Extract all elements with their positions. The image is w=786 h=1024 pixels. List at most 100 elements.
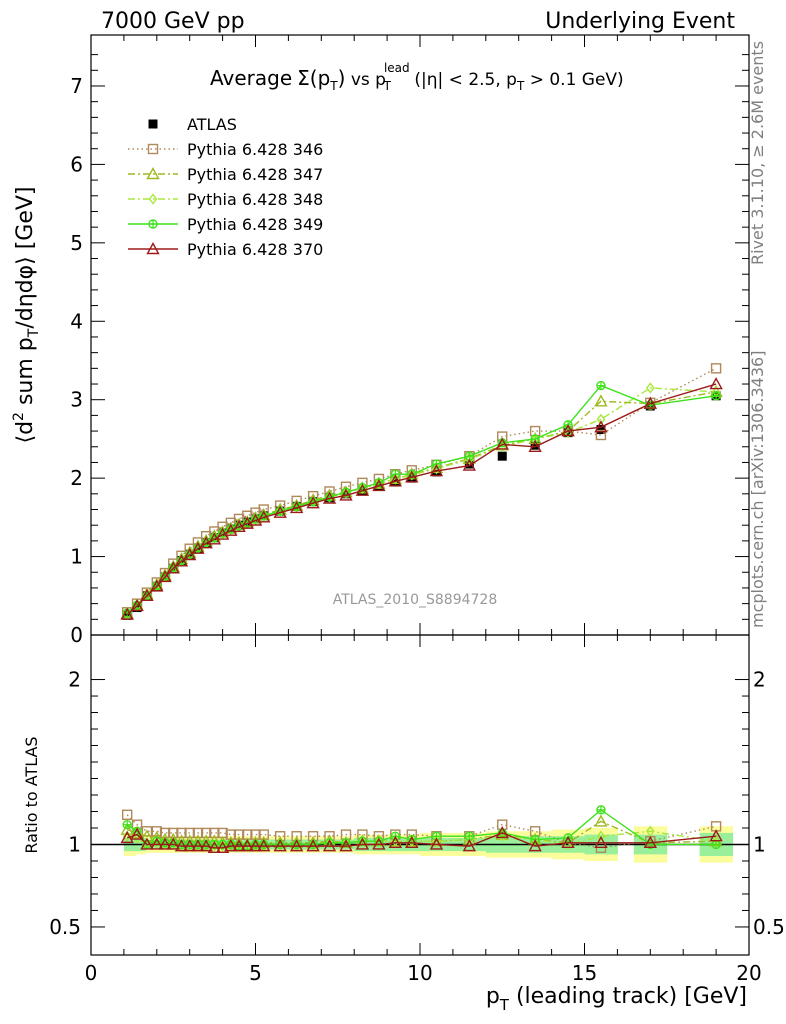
series-pythia-6-428-370-point (306, 496, 320, 509)
y-tick-label: 1 (70, 545, 83, 569)
legend-label: Pythia 6.428 349 (187, 215, 323, 234)
ratio-pythia-6-428-370-point (140, 837, 154, 850)
series-pythia-6-428-370-point (405, 470, 419, 483)
series-pythia-6-428-370-point (388, 474, 403, 487)
ratio-pythia-6-428-346-point (258, 829, 269, 840)
ratio-pythia-6-428-370-point (174, 839, 189, 852)
ratio-pythia-6-428-370-point (207, 840, 222, 853)
ratio-pythia-6-428-370-point (289, 839, 304, 852)
series-pythia-6-428-370-point (240, 516, 254, 529)
ratio-pythia-6-428-370-point (462, 839, 477, 852)
ratio-pythia-6-428-370-point (183, 839, 197, 852)
series-pythia-6-428-370-point (495, 437, 509, 450)
series-pythia-6-428-349-point (711, 391, 721, 401)
legend-label: Pythia 6.428 346 (187, 140, 323, 159)
series-pythia-6-428-370-point (355, 483, 370, 496)
legend-pythia-6-428-347: Pythia 6.428 347 (128, 165, 323, 184)
ratio-pythia-6-428-370-point (322, 839, 337, 852)
legend-marker (148, 193, 158, 205)
ratio-pythia-6-428-370-point (495, 825, 509, 839)
legend-pythia-6-428-346: Pythia 6.428 346 (128, 140, 323, 159)
series-pythia-6-428-348-point (464, 453, 474, 465)
ratio-pythia-6-428-349-point (596, 805, 606, 815)
series-pythia-6-428-370-point (561, 424, 575, 437)
legend-atlas: ATLAS (148, 115, 237, 134)
ratio-y-tick-label: 2 (68, 668, 81, 692)
ratio-panel: 0 5 10 15 20 0.5 0.5 1 1 2 2 (49, 634, 785, 985)
x-tick-label: 0 (85, 961, 98, 985)
legend-marker (148, 219, 158, 229)
series-pythia-6-428-370-point (183, 548, 197, 561)
legend-pythia-6-428-370: Pythia 6.428 370 (128, 240, 323, 259)
series-pythia-6-428-370-point (372, 479, 386, 492)
y-tick-label: 2 (70, 466, 83, 490)
series-pythia-6-428-370-point (594, 420, 608, 433)
x-axis-label: pT (leading track) [GeV] (486, 984, 747, 1014)
header-left: 7000 GeV pp (101, 9, 245, 34)
series-pythia-6-428-370-point (462, 458, 477, 471)
mcplots-label: mcplots.cern.ch [arXiv:1306.3436] (748, 351, 767, 628)
series-pythia-6-428-370-point (158, 570, 172, 583)
series-pythia-6-428-370-point (339, 488, 353, 501)
legend-marker (146, 167, 160, 180)
legend-label: Pythia 6.428 370 (187, 240, 323, 259)
ratio-ylabel: Ratio to ATLAS (22, 736, 41, 853)
ratio-pythia-6-428-370-point (224, 839, 238, 852)
ratio-pythia-6-428-370-point (643, 835, 657, 849)
header-right: Underlying Event (545, 9, 735, 34)
ratio-y-tick-label-right: 1 (753, 832, 766, 856)
y-tick-label: 6 (70, 152, 83, 176)
ratio-pythia-6-428-349-point (464, 831, 475, 841)
main-ylabel: ⟨d2 sum pT/dηdφ⟩ [GeV] (11, 186, 42, 443)
ratio-pythia-6-428-349-point (711, 839, 721, 850)
series-pythia-6-428-370-point (150, 579, 164, 592)
ratio-pythia-6-428-346-point (192, 827, 204, 839)
ratio-pythia-6-428-347-point (120, 822, 134, 835)
ratio-pythia-6-428-370-point (372, 837, 386, 850)
legend: ATLAS Pythia 6.428 346 Pythia 6.428 347 Pyt… (128, 115, 323, 259)
series-atlas-point (497, 451, 507, 461)
legend-label: Pythia 6.428 347 (187, 165, 323, 184)
series-pythia-6-428-370-point (140, 588, 154, 601)
series-pythia-6-428-370-point (429, 464, 444, 477)
ratio-pythia-6-428-370-point (339, 839, 353, 852)
ratio-y-tick-label: 0.5 (49, 915, 81, 939)
ratio-y-tick-label-right: 2 (753, 668, 766, 692)
ratio-frame (90, 634, 750, 956)
ratio-pythia-6-428-370-point (709, 829, 723, 842)
ratio-pythia-6-428-370-point (594, 835, 608, 849)
ratio-pythia-6-428-370-point (240, 839, 254, 852)
ratio-pythia-6-428-370-point (257, 839, 271, 852)
legend-pythia-6-428-349: Pythia 6.428 349 (128, 215, 323, 234)
rivet-label: Rivet 3.1.10, ≥ 2.6M events (748, 41, 767, 265)
series-pythia-6-428-346-line (126, 367, 717, 613)
series-pythia-6-428-347-point (594, 394, 608, 407)
plot-title: Average Σ(pT) vs plead T (|η| < 2.5, pT > … (210, 61, 624, 93)
series-pythia-6-428-370-point (528, 439, 542, 452)
series-pythia-6-428-370-point (174, 554, 189, 567)
series-pythia-6-428-370-point (232, 519, 246, 532)
ratio-pythia-6-428-346-point (200, 827, 212, 839)
ratio-pythia-6-428-370-point (355, 837, 370, 850)
ratio-pythia-6-428-370-point (306, 839, 320, 852)
series-pythia-6-428-370-point (273, 505, 287, 518)
y-tick-label: 7 (70, 74, 83, 98)
legend-marker (147, 143, 159, 155)
legend-label: Pythia 6.428 348 (187, 190, 323, 209)
ratio-pythia-6-428-346-point (209, 827, 220, 839)
ratio-pythia-6-428-346-point (176, 827, 187, 839)
ratio-pythia-6-428-370-point (561, 835, 575, 849)
ratio-pythia-6-428-370-point (158, 837, 172, 850)
ratio-pythia-6-428-346-point (225, 829, 237, 840)
ratio-pythia-6-428-346-point (250, 829, 261, 840)
series-pythia-6-428-370-point (130, 599, 144, 612)
series-pythia-6-428-370-line (126, 383, 717, 616)
series-pythia-6-428-349-point (530, 434, 540, 444)
y-tick-label: 5 (70, 231, 83, 255)
series-pythia-6-428-370-point (120, 607, 134, 620)
ratio-pythia-6-428-370-point (199, 839, 213, 852)
ratio-pythia-6-428-347-point (130, 825, 144, 839)
ratio-pythia-6-428-348-point (596, 830, 606, 842)
ratio-pythia-6-428-348-point (497, 830, 507, 842)
ratio-pythia-6-428-348-point (645, 825, 655, 837)
